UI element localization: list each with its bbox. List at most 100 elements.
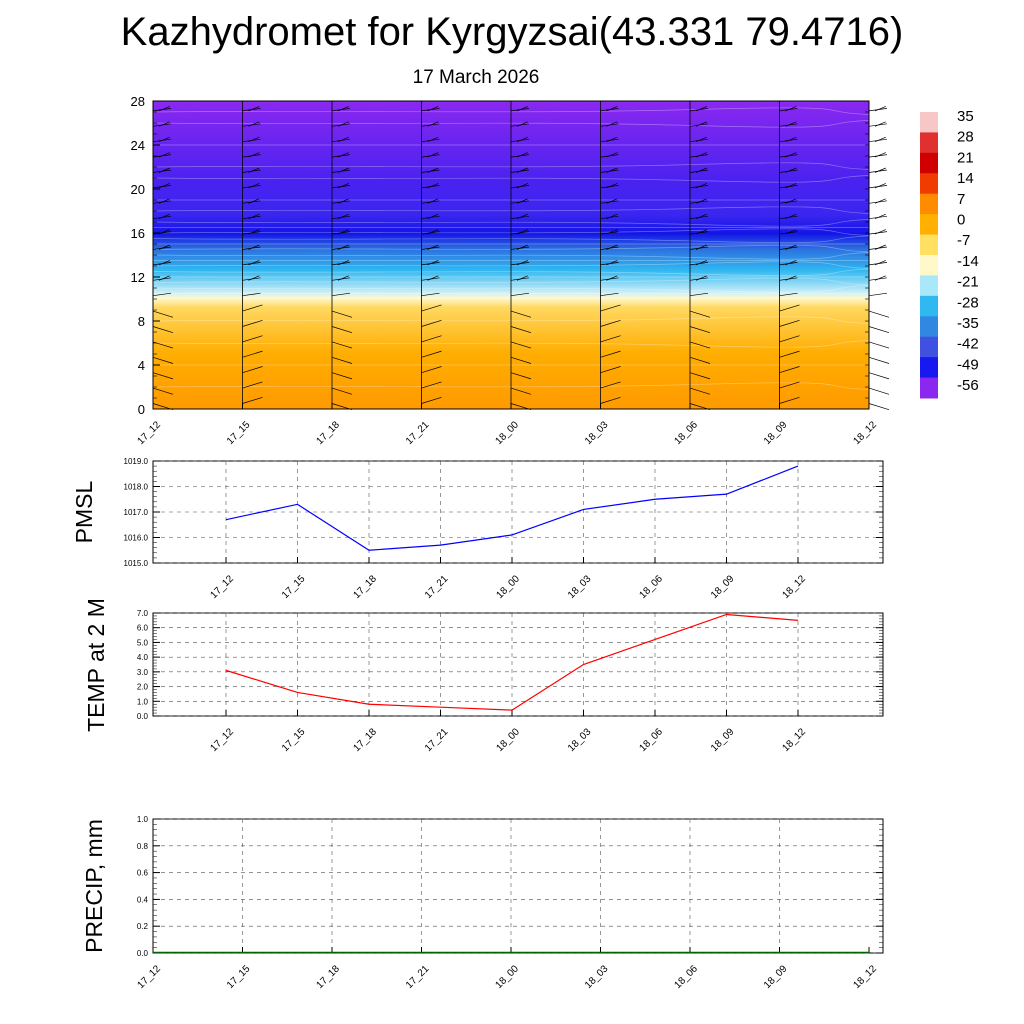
colorbar-swatch (920, 234, 938, 256)
wind-barb-feather (785, 260, 797, 266)
x-tick-label: 18_12 (852, 419, 880, 447)
x-tick-label: 17_12 (209, 573, 237, 601)
x-tick-label: 18_09 (709, 726, 737, 754)
wind-barb-feather (427, 260, 439, 266)
wind-barb (331, 292, 351, 297)
contour-line (152, 252, 870, 260)
wind-barb (242, 319, 263, 327)
wind-barb-feather (874, 244, 886, 250)
x-tick-label: 17_18 (315, 963, 343, 991)
y-tick-label: 0.6 (137, 869, 149, 878)
contour-line (152, 107, 870, 115)
x-tick-label: 18_03 (583, 963, 611, 991)
y-tick-label: 1015.0 (124, 559, 149, 568)
wind-barb-feather (606, 260, 618, 266)
wind-barb-feather (248, 198, 260, 204)
wind-barb-feather (874, 106, 886, 112)
wind-barb (510, 341, 532, 349)
colorbar: 35 28 21 14 7 0 -7 -14 -21 -28 -35 -42 -49 -56 (920, 108, 979, 399)
contour-line (152, 228, 870, 236)
wind-barb (868, 356, 890, 364)
wind-barb-feather (248, 229, 260, 235)
x-tick-label: 17_15 (280, 573, 308, 601)
wind-barb-feather (606, 152, 618, 158)
wind-barb (689, 387, 711, 395)
x-tick-label: 17_12 (209, 726, 237, 754)
wind-barb-feather (785, 121, 797, 127)
wind-barb (689, 356, 711, 364)
wind-barb-feather (695, 121, 707, 127)
wind-barb (779, 319, 800, 327)
x-tick-label: 17_18 (352, 573, 380, 601)
chart-date: 17 March 2026 (412, 67, 540, 88)
wind-barb-column (600, 101, 621, 409)
wind-barb-feather (785, 136, 797, 143)
wind-barb (600, 366, 621, 374)
y-tick-label: 7.0 (137, 609, 149, 618)
y-tick-label: 3.0 (137, 668, 149, 677)
wind-barb (868, 326, 890, 334)
wind-barb (510, 356, 532, 364)
contour-line (152, 120, 870, 128)
wind-barb-feather (248, 152, 260, 158)
y-tick-label: 1016.0 (124, 534, 149, 543)
x-tick-label: 17_21 (423, 726, 451, 754)
wind-barb-feather (785, 152, 797, 158)
panel-frame (152, 612, 884, 717)
wind-barb-feather (427, 213, 439, 220)
y-tick-label: 16 (131, 226, 145, 241)
wind-barb-feather (427, 136, 439, 143)
wind-barb (242, 366, 263, 374)
wind-barb (600, 292, 619, 297)
wind-barb-feather (695, 213, 707, 220)
contour-line (152, 261, 870, 269)
x-tick-label: 17_15 (225, 419, 253, 447)
contour-line (152, 219, 870, 227)
chart-title: Kazhydromet for Kyrgyzsai(43.331 79.4716… (120, 10, 904, 54)
y-tick-label: 6.0 (137, 624, 149, 633)
wind-barb (779, 396, 800, 404)
wind-barb-feather (337, 260, 349, 266)
x-tick-label: 18_00 (495, 726, 523, 754)
colorbar-swatch (920, 112, 938, 133)
x-tick-label: 18_12 (852, 963, 880, 991)
wind-barb (868, 292, 888, 297)
x-tick-label: 18_09 (709, 573, 737, 601)
y-tick-label: 0.0 (137, 949, 149, 958)
wind-barb-feather (785, 244, 797, 250)
wind-barb-feather (606, 198, 618, 204)
x-tick-label: 17_21 (404, 963, 432, 991)
wind-barb-column (510, 101, 532, 411)
wind-barb-feather (695, 183, 707, 189)
colorbar-swatch (920, 255, 938, 276)
x-tick-label: 18_09 (762, 419, 790, 447)
x-tick-label: 18_03 (566, 726, 594, 754)
wind-barb-column (779, 101, 800, 409)
wind-barb (510, 326, 532, 334)
wind-barb-feather (606, 121, 618, 127)
wind-barb-feather (874, 213, 886, 220)
wind-barb-feather (427, 198, 439, 204)
y-tick-label: 0.0 (137, 712, 149, 721)
colorbar-swatch (920, 357, 938, 379)
colorbar-label: -7 (957, 232, 970, 249)
wind-barb-feather (337, 183, 349, 189)
y-tick-label: 28 (131, 94, 145, 109)
wind-barb-feather (695, 244, 707, 250)
wind-barb-feather (695, 136, 707, 143)
wind-barb-feather (158, 183, 170, 189)
wind-barb-feather (158, 244, 170, 250)
panel-frame (152, 818, 884, 954)
wind-barb (510, 372, 532, 380)
wind-barb-feather (785, 198, 797, 204)
wind-barb-feather (248, 275, 260, 281)
wind-barb-column (421, 101, 442, 409)
wind-barb-feather (158, 106, 170, 112)
wind-barb-feather (158, 213, 170, 220)
temp-y-label: TEMP at 2 M (83, 598, 109, 732)
wind-barb (152, 292, 172, 297)
wind-barb-column (689, 101, 711, 411)
wind-barb (689, 326, 711, 334)
wind-barb-feather (248, 183, 260, 189)
wind-barb (421, 366, 442, 374)
